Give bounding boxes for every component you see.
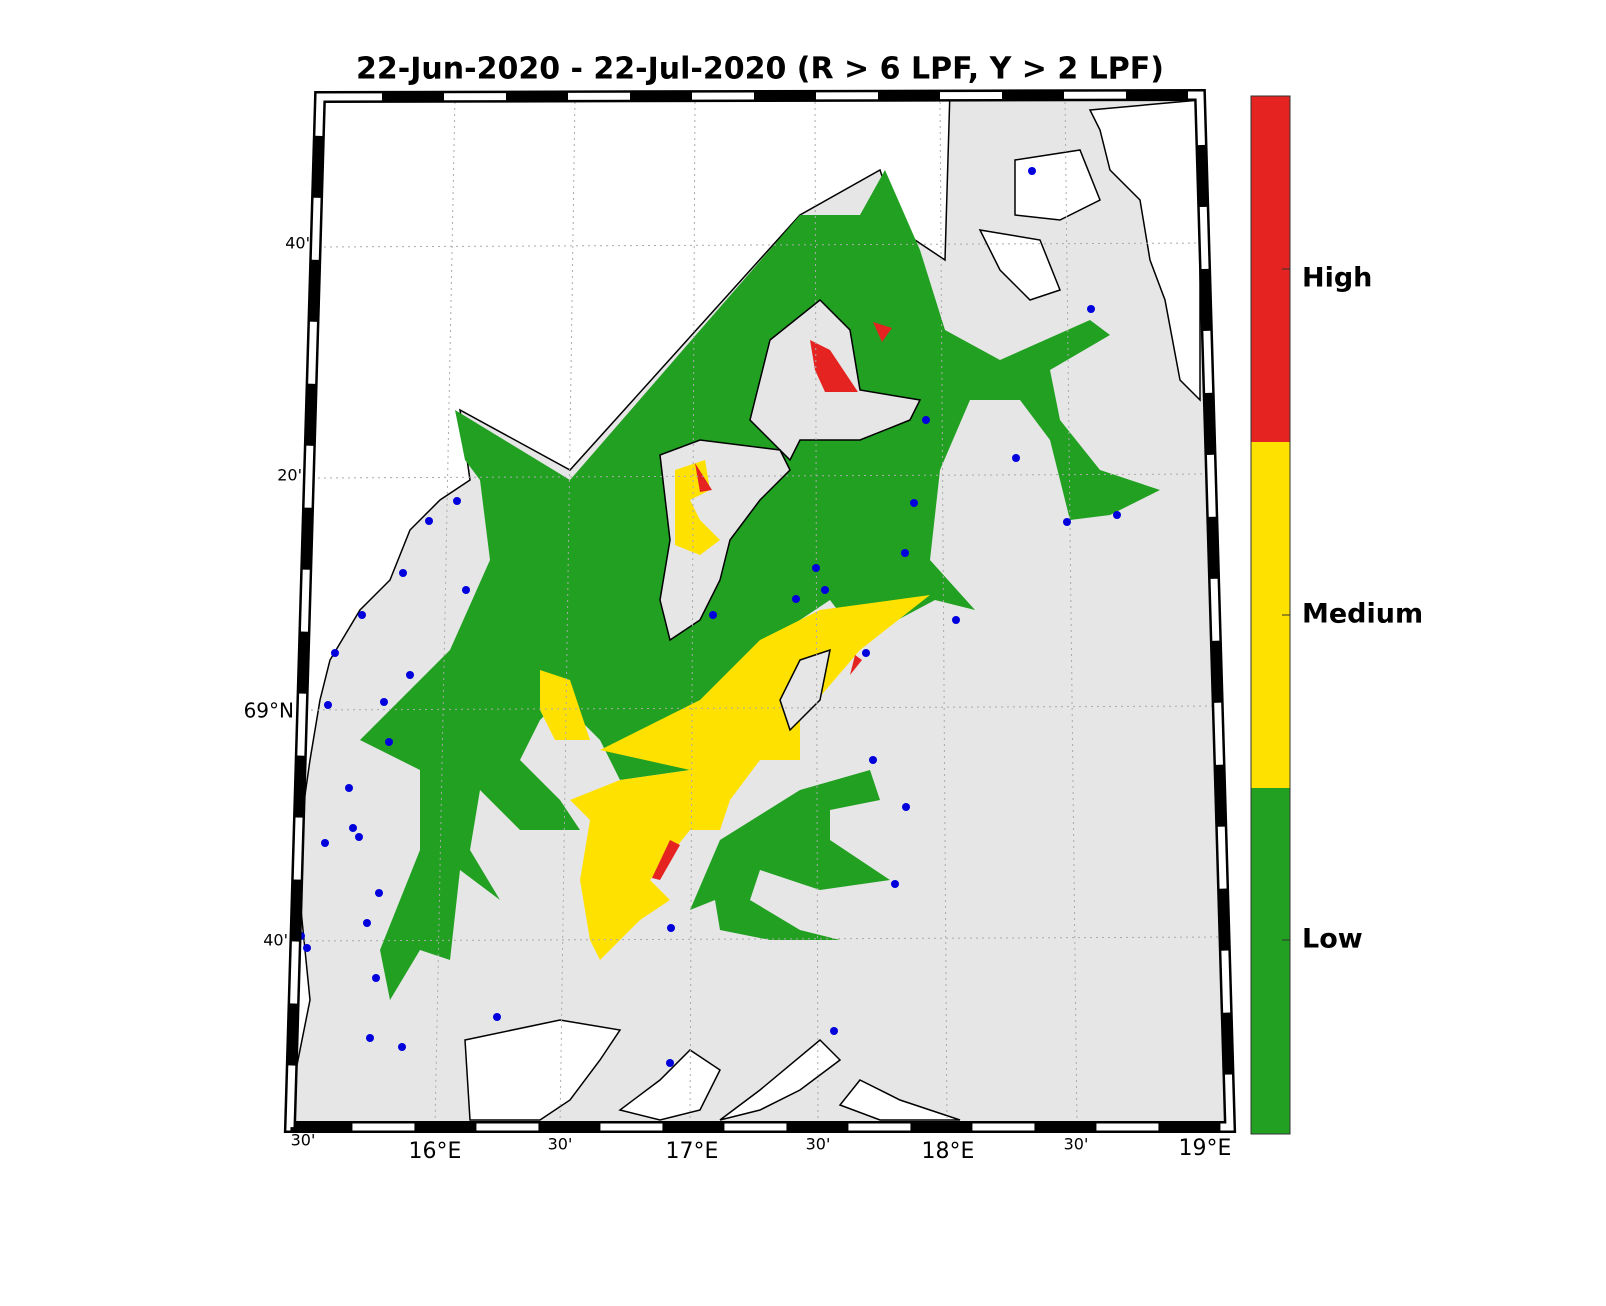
fjord [618,1049,721,1121]
medium-region [540,670,590,740]
map-title: 22-Jun-2020 - 22-Jul-2020 (R > 6 LPF, Y … [356,52,1164,87]
lat-labels: 40' 20' 69°N 40' [244,234,310,950]
frame-border-dashes [286,91,1234,1131]
lon-label: 16°E [409,1139,462,1164]
colorbar-low [1251,788,1290,1134]
island [779,648,831,732]
colorbar-label: High [1302,263,1372,294]
lat-label: 69°N [244,699,294,723]
high-region [652,840,680,880]
colorbar-label: Low [1302,924,1363,955]
lon-label: 30' [1064,1135,1089,1154]
medium-region [570,595,930,960]
lon-label: 30' [291,1131,316,1150]
map-area [290,95,1230,1127]
fjord [719,1038,842,1121]
lat-label: 20' [277,466,302,485]
grid [297,95,1225,1127]
fjord [838,1079,961,1121]
lon-label: 30' [548,1135,573,1154]
lat-label: 40' [263,931,288,950]
lat-label: 40' [285,234,310,253]
high-region [695,463,712,492]
colorbar: High Medium Low [1250,95,1423,1135]
lon-labels: 30' 16°E 30' 17°E 30' 18°E 30' 19°E [291,1131,1232,1165]
fjord [464,1019,622,1121]
high-region [810,340,858,392]
fjord [978,229,1061,301]
colorbar-label: Medium [1302,599,1423,630]
lon-label: 19°E [1179,1136,1232,1161]
lon-label: 17°E [666,1139,719,1164]
medium-region [675,460,720,555]
lon-label: 30' [806,1135,831,1154]
low-region [690,770,890,940]
high-region [873,322,892,342]
high-region [850,655,862,675]
lon-label: 18°E [922,1139,975,1164]
fjord [1014,149,1101,221]
low-region [360,170,1160,1000]
